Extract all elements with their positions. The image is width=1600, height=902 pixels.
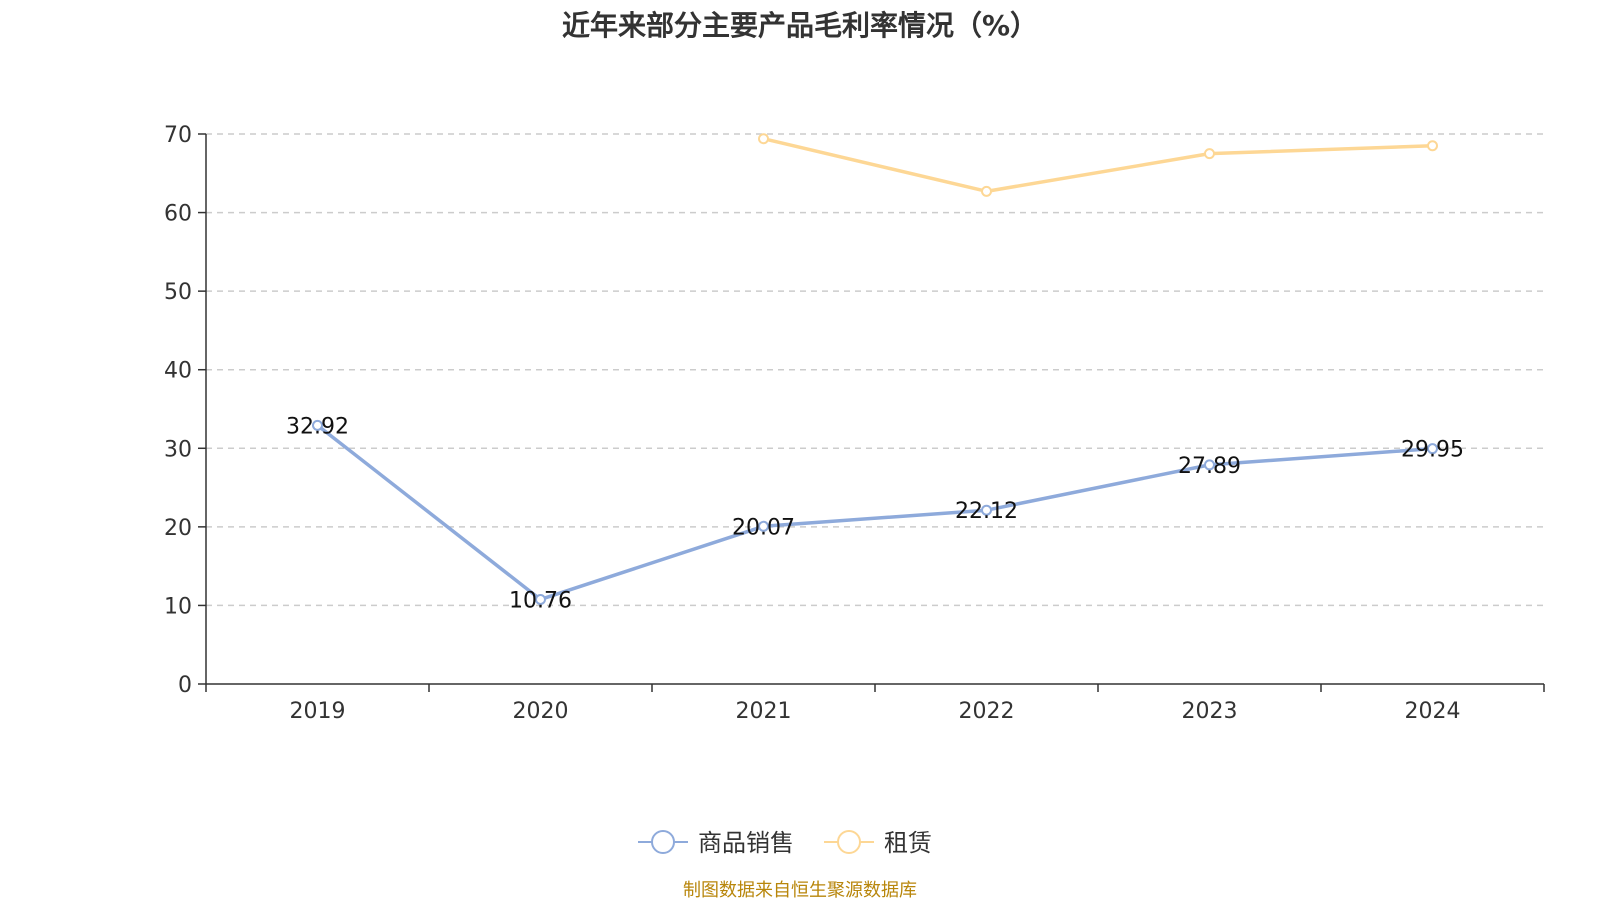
x-tick-label-2020: 2020 bbox=[513, 699, 569, 724]
data-label-0-2019: 32.92 bbox=[286, 414, 349, 439]
data-point-0-2024 bbox=[1427, 443, 1438, 455]
y-tick-label: 70 bbox=[164, 123, 192, 148]
grid-lines bbox=[206, 133, 1544, 607]
legend-item-1: 租赁 bbox=[824, 829, 932, 857]
x-tick-label-2022: 2022 bbox=[959, 699, 1015, 724]
y-tick-label: 60 bbox=[164, 202, 192, 227]
data-label-0-2021: 20.07 bbox=[732, 515, 795, 540]
y-tick-label: 50 bbox=[164, 280, 192, 305]
data-point-0-2021 bbox=[758, 520, 769, 532]
data-point-1-2024 bbox=[1427, 140, 1438, 152]
series-line-0 bbox=[316, 423, 1433, 602]
series-lines bbox=[312, 133, 1438, 605]
data-point-0-2023 bbox=[1204, 459, 1215, 471]
data-label-0-2022: 22.12 bbox=[955, 499, 1018, 524]
series-line-1 bbox=[763, 137, 1433, 194]
data-label-0-2024: 29.95 bbox=[1401, 438, 1464, 463]
legend-item-0: 商品销售 bbox=[638, 829, 794, 857]
data-point-0-2022 bbox=[981, 504, 992, 516]
source-note: 制图数据来自恒生聚源数据库 bbox=[683, 880, 917, 901]
x-tick-label-2024: 2024 bbox=[1405, 699, 1461, 724]
y-tick-label: 10 bbox=[164, 594, 192, 619]
axes: 0 10 20 30 40 50 60 70 2019 2020 2021 2022 2023 2024 bbox=[164, 123, 1545, 724]
y-tick-label: 30 bbox=[164, 437, 192, 462]
legend-marker bbox=[651, 830, 675, 854]
data-labels: 32.92 10.76 20.07 22.12 27.89 29.95 bbox=[286, 414, 1464, 613]
data-point-1-2023 bbox=[1204, 148, 1215, 160]
data-label-0-2023: 27.89 bbox=[1178, 454, 1241, 479]
data-point-1-2021 bbox=[758, 133, 769, 145]
y-tick-label: 0 bbox=[178, 673, 192, 698]
legend-label: 租赁 bbox=[884, 829, 932, 857]
chart-title: 近年来部分主要产品毛利率情况（%） bbox=[561, 9, 1039, 42]
x-tick-label-2021: 2021 bbox=[736, 699, 792, 724]
legend-marker bbox=[837, 830, 861, 854]
data-label-0-2020: 10.76 bbox=[509, 588, 572, 613]
x-tick-label-2023: 2023 bbox=[1182, 699, 1238, 724]
legend: 商品销售 租赁 bbox=[638, 829, 932, 857]
data-point-1-2022 bbox=[981, 185, 992, 197]
x-tick-label-2019: 2019 bbox=[290, 699, 346, 724]
y-tick-label: 20 bbox=[164, 516, 192, 541]
data-point-0-2019 bbox=[312, 419, 323, 431]
legend-label: 商品销售 bbox=[698, 829, 794, 857]
data-point-0-2020 bbox=[535, 593, 546, 605]
y-tick-label: 40 bbox=[164, 359, 192, 384]
